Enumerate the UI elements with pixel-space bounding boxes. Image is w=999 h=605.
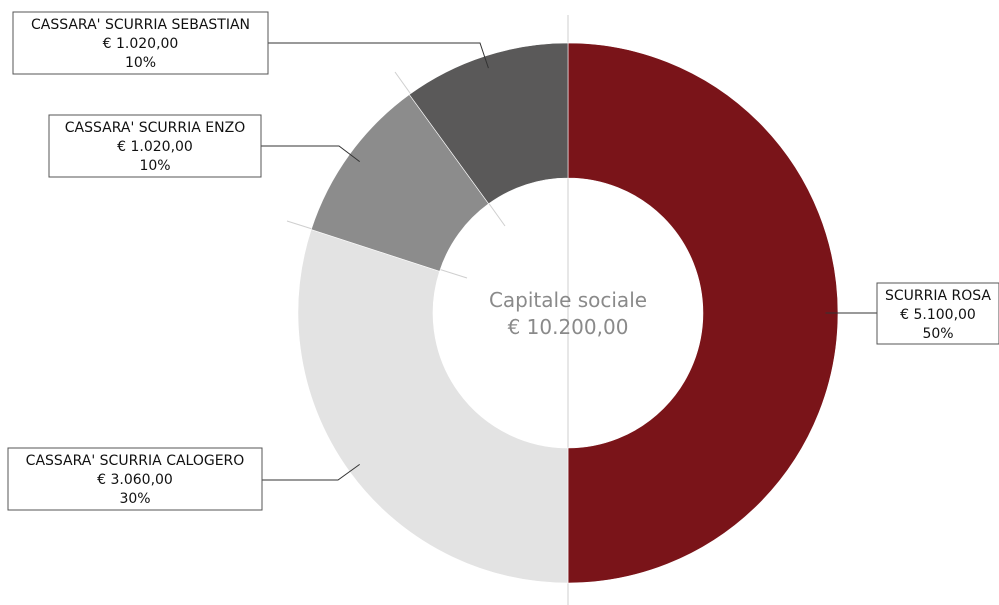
slice-label-name: CASSARA' SCURRIA SEBASTIAN [31,17,250,33]
slice-cassara-scurria-sebastian [408,42,569,205]
leader-line-cassara-scurria-calogero [262,463,360,481]
leader-lines [261,42,877,481]
slice-label-percent: 30% [119,491,150,507]
center-total: € 10.200,00 [508,315,629,339]
slice-label-value: € 5.100,00 [900,307,976,323]
slice-label-name: CASSARA' SCURRIA ENZO [65,120,245,136]
slice-label-value: € 3.060,00 [97,472,173,488]
slice-labels: SCURRIA ROSA € 5.100,00 50% CASSARA' SCURRI… [7,11,999,511]
slice-label-box [7,447,263,511]
slice-label-box [48,114,262,178]
slice-label-cassara-scurria-sebastian: CASSARA' SCURRIA SEBASTIAN € 1.020,00 10% [12,11,269,75]
slice-cassara-scurria-calogero [297,229,569,584]
slice-label-box [12,11,269,75]
leader-line-cassara-scurria-sebastian [268,42,489,69]
slice-label-cassara-scurria-calogero: CASSARA' SCURRIA CALOGERO € 3.060,00 30% [7,447,263,511]
slice-label-value: € 1.020,00 [117,139,193,155]
slice-label-cassara-scurria-enzo: CASSARA' SCURRIA ENZO € 1.020,00 10% [48,114,262,178]
slice-label-name: SCURRIA ROSA [885,288,991,304]
slice-label-percent: 50% [922,326,953,342]
donut-slices [297,42,839,584]
slice-label-value: € 1.020,00 [103,36,179,52]
center-title: Capitale sociale [489,288,647,312]
slice-label-percent: 10% [139,158,170,174]
slice-label-box [876,282,999,345]
slice-label-name: CASSARA' SCURRIA CALOGERO [26,453,245,469]
slice-label-percent: 10% [125,55,156,71]
slice-label-scurria-rosa: SCURRIA ROSA € 5.100,00 50% [876,282,999,345]
slice-scurria-rosa [567,42,839,584]
leader-line-cassara-scurria-enzo [261,145,360,163]
